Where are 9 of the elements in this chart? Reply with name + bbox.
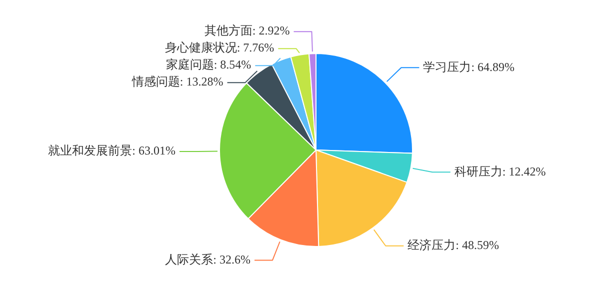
slice-label: 家庭问题: 8.54% [166,58,252,72]
slice-label: 经济压力: 48.59% [408,238,499,252]
slice-label: 科研压力: 12.42% [454,164,546,178]
slice-label: 其他方面: 2.92% [204,24,290,38]
slice-label: 身心健康状况: 7.76% [164,40,274,55]
slice-label: 人际关系: 32.6% [165,252,250,266]
slice-label: 就业和发展前景: 63.01% [48,144,176,158]
slice-label: 情感问题: 13.28% [130,74,224,89]
slice-label: 学习压力: 64.89% [423,60,515,74]
